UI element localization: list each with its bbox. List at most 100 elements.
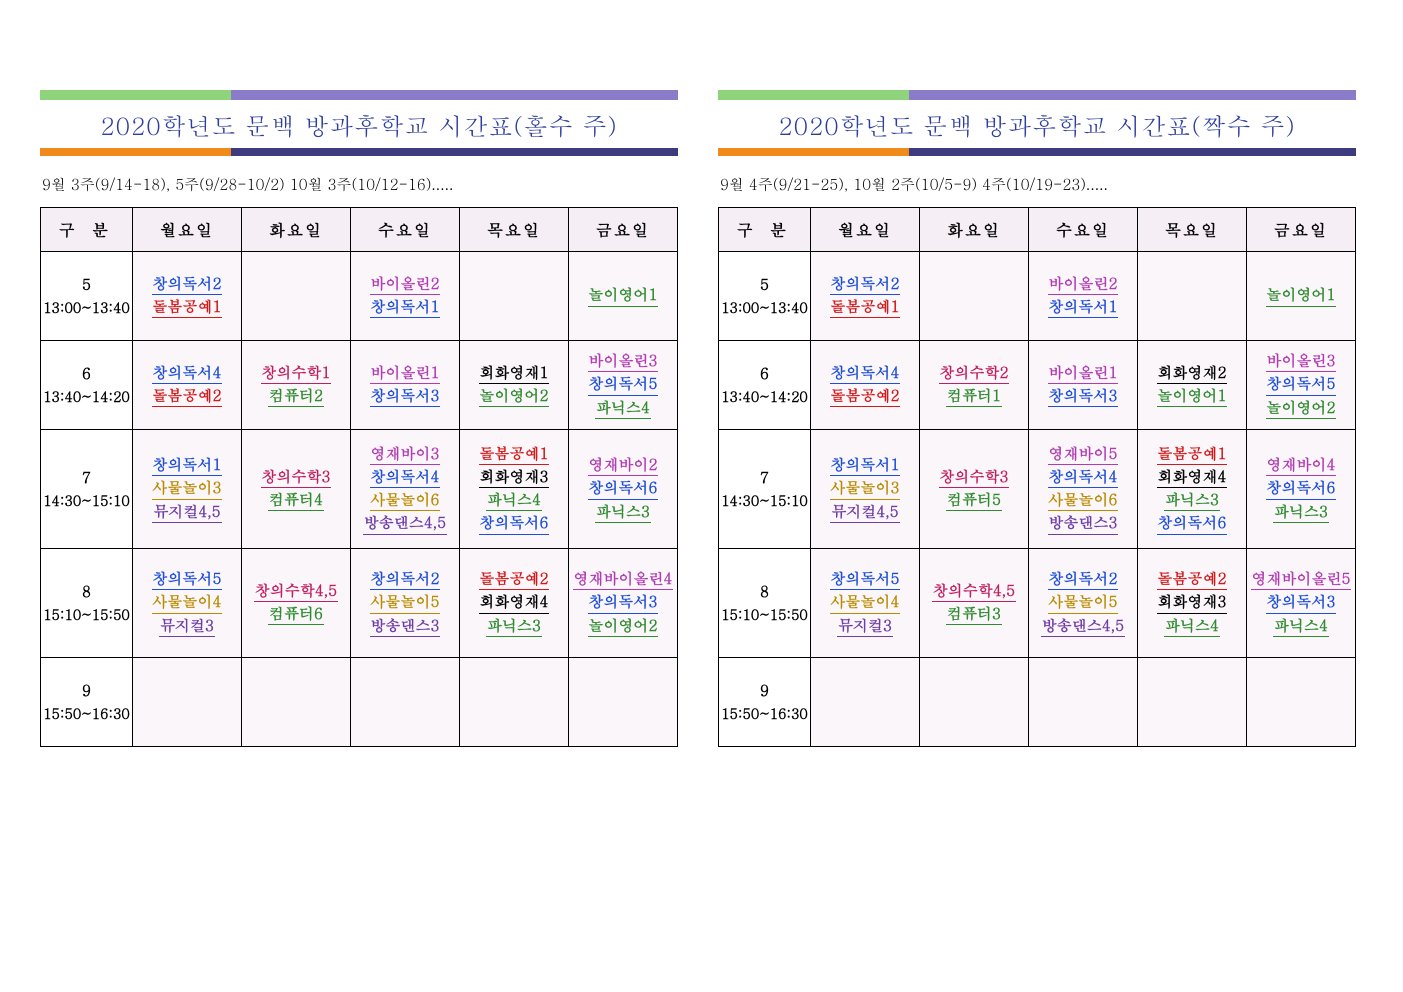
header-row: 구 분월요일화요일수요일목요일금요일 (719, 208, 1356, 252)
header-day: 화요일 (920, 208, 1029, 252)
schedule-cell: 창의수학3컴퓨터4 (242, 430, 351, 549)
period-cell: 815:10~15:50 (41, 549, 133, 658)
schedule-cell: 회화영재2놀이영어1 (1138, 341, 1247, 430)
panel-odd-week: 2020학년도 문백 방과후학교 시간표(홀수 주) 9월 3주(9/14-18… (40, 90, 678, 747)
header-day: 수요일 (1029, 208, 1138, 252)
period-cell: 714:30~15:10 (41, 430, 133, 549)
class-entry: 창의수학3 (939, 467, 1010, 488)
class-entry: 창의독서2 (152, 274, 223, 295)
schedule-row: 714:30~15:10창의독서1사물놀이3뮤지컬4,5창의수학3컴퓨터4영재바… (41, 430, 678, 549)
class-entry: 파닉스3 (486, 616, 542, 637)
class-entry: 바이올린3 (1266, 351, 1337, 372)
period-cell: 513:00~13:40 (41, 252, 133, 341)
class-entry: 돌봄공예1 (1157, 444, 1228, 465)
class-entry: 사물놀이6 (1048, 490, 1119, 511)
cell-stack: 영재바이3창의독서4사물놀이6방송댄스4,5 (353, 434, 457, 544)
schedule-cell: 창의독서4돌봄공예2 (133, 341, 242, 430)
accent-purple (909, 90, 1356, 100)
cell-stack: 창의독서2돌봄공예1 (135, 256, 239, 336)
schedule-body-even: 513:00~13:40창의독서2돌봄공예1바이올린2창의독서1놀이영어1613… (719, 252, 1356, 747)
cell-stack: 회화영재1놀이영어2 (462, 345, 566, 425)
schedule-row: 815:10~15:50창의독서5사물놀이4뮤지컬3창의수학4,5컴퓨터3창의독… (719, 549, 1356, 658)
class-entry: 창의독서1 (830, 455, 901, 476)
class-entry: 사물놀이4 (152, 592, 223, 613)
class-entry: 컴퓨터5 (946, 490, 1002, 511)
schedule-cell (811, 658, 920, 747)
class-entry: 창의독서1 (152, 455, 223, 476)
cell-stack (244, 256, 348, 336)
schedule-cell: 창의수학1컴퓨터2 (242, 341, 351, 430)
accent-purple (231, 90, 678, 100)
cell-stack: 창의독서4돌봄공예2 (135, 345, 239, 425)
cell-stack: 영재바이5창의독서4사물놀이6방송댄스3 (1031, 434, 1135, 544)
cell-stack: 창의독서5사물놀이4뮤지컬3 (135, 553, 239, 653)
cell-stack: 창의독서1사물놀이3뮤지컬4,5 (813, 434, 917, 544)
class-entry: 창의독서6 (479, 513, 550, 534)
class-entry: 바이올린3 (588, 351, 659, 372)
class-entry: 파닉스4 (486, 490, 542, 511)
class-entry: 창의독서6 (588, 478, 659, 499)
panel-title-odd: 2020학년도 문백 방과후학교 시간표(홀수 주) (40, 100, 678, 148)
schedule-cell: 창의독서2돌봄공예1 (811, 252, 920, 341)
class-entry: 사물놀이5 (370, 592, 441, 613)
schedule-cell (569, 658, 678, 747)
cell-stack: 영재바이올린5창의독서3파닉스4 (1249, 553, 1353, 653)
schedule-cell (242, 252, 351, 341)
class-entry: 방송댄스3 (1048, 513, 1119, 534)
schedule-cell (920, 658, 1029, 747)
accent-orange (718, 148, 909, 156)
top-accent-bar (40, 90, 678, 100)
cell-stack (1249, 662, 1353, 742)
header-day: 목요일 (460, 208, 569, 252)
period-cell: 915:50~16:30 (41, 658, 133, 747)
cell-stack (813, 662, 917, 742)
schedule-cell: 창의독서5사물놀이4뮤지컬3 (811, 549, 920, 658)
schedule-cell: 창의독서2돌봄공예1 (133, 252, 242, 341)
schedule-cell: 창의독서2사물놀이5방송댄스3 (351, 549, 460, 658)
cell-stack: 창의독서2사물놀이5방송댄스3 (353, 553, 457, 653)
class-entry: 영재바이5 (1048, 444, 1119, 465)
accent-navy (231, 148, 678, 156)
schedule-cell: 바이올린3창의독서5놀이영어2 (1247, 341, 1356, 430)
under-accent-bar (718, 148, 1356, 156)
cell-stack: 회화영재2놀이영어1 (1140, 345, 1244, 425)
header-day: 수요일 (351, 208, 460, 252)
class-entry: 회화영재3 (479, 467, 550, 488)
class-entry: 영재바이올린5 (1251, 569, 1352, 590)
schedule-cell (133, 658, 242, 747)
schedule-cell: 영재바이2창의독서6파닉스3 (569, 430, 678, 549)
cell-stack (244, 662, 348, 742)
schedule-cell: 영재바이5창의독서4사물놀이6방송댄스3 (1029, 430, 1138, 549)
class-entry: 창의독서3 (1266, 592, 1337, 613)
schedule-cell: 창의수학2컴퓨터1 (920, 341, 1029, 430)
cell-stack: 영재바이올린4창의독서3놀이영어2 (571, 553, 675, 653)
panel-subtitle-odd: 9월 3주(9/14-18), 5주(9/28-10/2) 10월 3주(10/… (40, 156, 678, 207)
class-entry: 창의독서1 (370, 297, 441, 318)
class-entry: 바이올린1 (370, 363, 441, 384)
schedule-row: 513:00~13:40창의독서2돌봄공예1바이올린2창의독서1놀이영어1 (41, 252, 678, 341)
cell-stack: 돌봄공예1회화영재4파닉스3창의독서6 (1140, 434, 1244, 544)
class-entry: 창의수학4,5 (932, 581, 1016, 602)
class-entry: 뮤지컬4,5 (152, 502, 221, 523)
cell-stack: 놀이영어1 (1249, 256, 1353, 336)
cell-stack: 바이올린2창의독서1 (1031, 256, 1135, 336)
schedule-row: 915:50~16:30 (41, 658, 678, 747)
class-entry: 컴퓨터4 (268, 490, 324, 511)
schedule-cell (1247, 658, 1356, 747)
cell-stack (922, 662, 1026, 742)
class-entry: 창의독서3 (370, 386, 441, 407)
class-entry: 파닉스4 (1164, 616, 1220, 637)
schedule-cell: 회화영재1놀이영어2 (460, 341, 569, 430)
class-entry: 창의독서5 (588, 374, 659, 395)
page-wrap: 2020학년도 문백 방과후학교 시간표(홀수 주) 9월 3주(9/14-18… (40, 90, 1363, 747)
schedule-cell: 바이올린2창의독서1 (351, 252, 460, 341)
class-entry: 창의독서4 (152, 363, 223, 384)
class-entry: 돌봄공예1 (479, 444, 550, 465)
class-entry: 파닉스3 (1164, 490, 1220, 511)
class-entry: 창의독서3 (588, 592, 659, 613)
accent-orange (40, 148, 231, 156)
class-entry: 창의독서6 (1266, 478, 1337, 499)
cell-stack: 바이올린2창의독서1 (353, 256, 457, 336)
class-entry: 방송댄스4,5 (363, 513, 447, 534)
class-entry: 사물놀이4 (830, 592, 901, 613)
